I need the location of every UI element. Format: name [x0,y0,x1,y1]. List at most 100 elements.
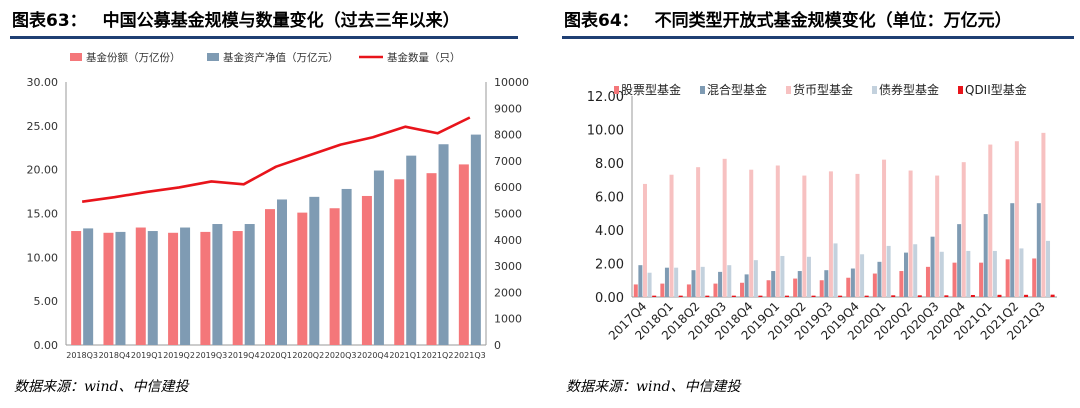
bar [722,158,727,297]
bar [642,183,647,297]
bar [784,295,789,297]
bar [838,295,843,297]
bar [696,167,701,297]
bar [925,266,930,297]
bar [664,267,669,297]
bar [833,243,838,297]
bar [824,270,829,297]
y-tick-label: 10.00 [587,124,624,139]
bar [913,244,918,297]
right-panel: 图表64： 不同类型开放式基金规模变化（单位：万亿元） 0.00 2.00 4.00 6… [552,0,1080,408]
right-y-tick-label: 10000 [494,76,529,89]
bar [771,271,776,297]
legend-swatch [207,53,219,61]
bar [406,155,417,345]
left-y-tick-label: 20.00 [27,164,59,177]
x-tick-label: 2020Q2 [292,351,324,360]
legend-swatch [614,86,619,94]
bar [426,173,437,345]
bar [660,283,665,297]
bar [678,295,683,297]
bar [966,250,971,297]
bar [718,271,723,297]
bar [983,214,988,297]
bar [930,236,935,297]
x-tick-label: 2018Q4 [99,351,131,360]
x-tick-label: 2019Q2 [163,351,195,360]
bar [899,271,904,297]
legend-label: 混合型基金 [707,82,767,97]
bar [780,255,785,297]
left-y-tick-label: 10.00 [27,251,59,264]
bar [373,170,384,345]
legend-label: 基金份额（万亿份） [86,51,181,64]
bar [674,267,679,297]
x-tick-label: 2018Q3 [66,351,98,360]
bar [855,173,860,297]
legend-swatch [872,86,877,94]
bar [806,256,811,297]
legend-label: 股票型基金 [621,82,681,97]
bar [361,195,372,345]
bar [212,224,223,345]
left-y-tick-label: 0.00 [34,339,59,352]
right-y-tick-label: 3000 [494,260,522,273]
bar [669,174,674,297]
bar [168,232,179,345]
right-y-tick-label: 7000 [494,155,522,168]
bar [1010,203,1015,297]
right-y-tick-label: 1000 [494,313,522,326]
bar [277,199,287,345]
bar [775,165,780,297]
y-tick-label: 0.00 [595,291,624,306]
bar [979,262,984,297]
right-y-tick-label: 5000 [494,208,522,221]
right-source: 数据来源：wind、中信建投 [566,379,741,395]
x-tick-label: 2020Q1 [260,351,292,360]
x-tick-label: 2019Q1 [131,351,163,360]
bar [713,283,718,297]
left-source: 数据来源：wind、中信建投 [14,379,189,395]
bar [908,170,913,297]
bar [638,265,643,297]
bar [957,224,962,297]
y-tick-label: 8.00 [595,157,624,172]
bar [802,175,807,297]
bar [744,274,749,297]
legend-swatch [786,86,791,94]
bar [904,252,909,297]
legend-label: 货币型基金 [793,82,853,97]
left-y-tick-label: 15.00 [27,208,59,221]
right-figure-title-text: 不同类型开放式基金规模变化（单位：万亿元） [654,11,1012,31]
bar [727,265,732,297]
bar [1014,141,1019,297]
bar [1050,294,1055,297]
right-chart: 0.002.004.006.008.0010.0012.002017Q42018… [587,82,1057,343]
bar [103,232,114,345]
bar [753,260,758,297]
x-tick-label: 2020Q3 [325,351,357,360]
bar [952,262,957,297]
bar [115,231,126,345]
right-y-tick-label: 4000 [494,234,522,247]
right-figure-label: 图表64： [564,11,639,31]
bar [297,212,308,345]
x-tick-label: 2020Q4 [357,351,389,360]
bar [793,278,798,297]
left-figure-label: 图表63： [12,11,87,31]
bar [458,164,469,345]
x-tick-label: 2021Q1 [389,351,421,360]
right-figure-title: 图表64： 不同类型开放式基金规模变化（单位：万亿元） [564,6,1012,31]
bar [232,231,243,345]
bar [83,228,94,345]
left-figure-title: 图表63： 中国公募基金规模与数量变化（过去三年以来） [12,6,460,31]
y-tick-label: 2.00 [595,258,624,273]
bar [329,208,340,345]
legend-label: 债券型基金 [879,82,939,97]
bar [935,175,940,297]
left-y-tick-label: 25.00 [27,120,59,133]
bar [886,245,891,297]
bar [200,231,211,345]
bar [265,209,275,345]
bar [992,250,997,297]
